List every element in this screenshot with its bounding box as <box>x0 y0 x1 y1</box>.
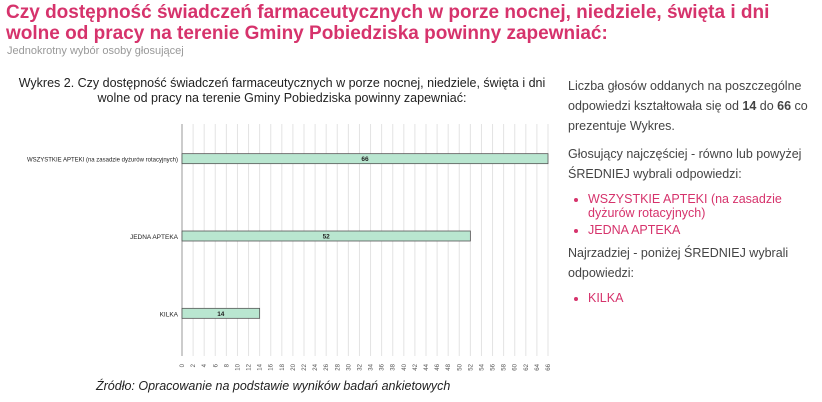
x-tick-label: 42 <box>413 363 419 370</box>
summary-above-text: Głosujący najczęściej - równo lub powyże… <box>568 147 802 181</box>
x-tick-label: 62 <box>524 363 530 370</box>
bar-value-label: 14 <box>217 311 225 318</box>
x-tick-label: 38 <box>391 363 397 370</box>
x-tick-label: 64 <box>535 363 541 370</box>
x-tick-label: 26 <box>324 363 330 370</box>
x-tick-label: 46 <box>435 363 441 370</box>
summary-below-list: KILKA <box>568 291 813 305</box>
summary-above-list: WSZYSTKIE APTEKI (na zasadzie dyżurów ro… <box>568 192 813 237</box>
bar <box>181 230 471 242</box>
category-label: WSZYSTKIE APTEKI (na zasadzie dyżurów ro… <box>27 158 178 164</box>
x-tick-label: 24 <box>313 363 319 370</box>
bar-value-label: 52 <box>323 234 331 241</box>
x-tick-label: 2 <box>191 363 197 367</box>
x-tick-label: 34 <box>369 363 375 370</box>
x-tick-label: 32 <box>357 363 363 370</box>
x-tick-label: 12 <box>247 363 253 370</box>
x-tick-label: 20 <box>291 363 297 370</box>
summary-max: 66 <box>777 99 792 113</box>
x-tick-label: 10 <box>235 363 241 370</box>
x-tick-label: 0 <box>180 363 186 367</box>
summary-panel: Liczba głosów oddanych na poszczególne o… <box>568 76 813 311</box>
source-note: Źródło: Opracowanie na podstawie wyników… <box>96 379 451 393</box>
x-tick-label: 18 <box>280 363 286 370</box>
x-tick-label: 44 <box>424 363 430 370</box>
x-tick-label: 48 <box>446 363 452 370</box>
x-tick-label: 8 <box>224 363 230 367</box>
x-tick-label: 6 <box>213 363 219 367</box>
bar-chart: 0 2 4 6 8 10 12 14 16 18 20 22 24 26 28 30 32 34 36 38 40 42 4… <box>27 124 552 371</box>
page-title: Czy dostępność świadczeń farmaceutycznyc… <box>6 2 770 44</box>
bar <box>181 153 549 165</box>
x-tick-label: 54 <box>479 363 485 370</box>
category-label: JEDNA APTEKA <box>130 234 179 241</box>
x-tick-label: 50 <box>457 363 463 370</box>
summary-below-text: Najrzadziej - poniżej ŚREDNIEJ wybrali o… <box>568 246 789 280</box>
x-tick-label: 60 <box>513 363 519 370</box>
x-tick-label: 14 <box>258 363 264 370</box>
x-tick-label: 56 <box>491 363 497 370</box>
list-item: WSZYSTKIE APTEKI (na zasadzie dyżurów ro… <box>588 192 813 220</box>
x-tick-label: 66 <box>546 363 552 370</box>
bar-value-label: 66 <box>361 156 369 163</box>
x-tick-label: 30 <box>346 363 352 370</box>
x-tick-label: 36 <box>380 363 386 370</box>
list-item: JEDNA APTEKA <box>588 223 813 237</box>
x-tick-label: 52 <box>468 363 474 370</box>
x-tick-label: 28 <box>335 363 341 370</box>
x-tick-label: 16 <box>269 363 275 370</box>
x-tick-label: 40 <box>402 363 408 370</box>
bar <box>181 307 261 319</box>
chart-title: Wykres 2. Czy dostępność świadczeń farma… <box>18 76 546 105</box>
list-item: KILKA <box>588 291 813 305</box>
summary-range-text: Liczba głosów oddanych na poszczególne o… <box>568 79 808 133</box>
x-tick-label: 22 <box>302 363 308 370</box>
summary-min: 14 <box>742 99 757 113</box>
category-label: KILKA <box>160 311 179 318</box>
x-tick-label: 4 <box>202 363 208 367</box>
x-tick-label: 58 <box>502 363 508 370</box>
page-subtitle: Jednokrotny wybór osoby głosującej <box>7 45 184 57</box>
